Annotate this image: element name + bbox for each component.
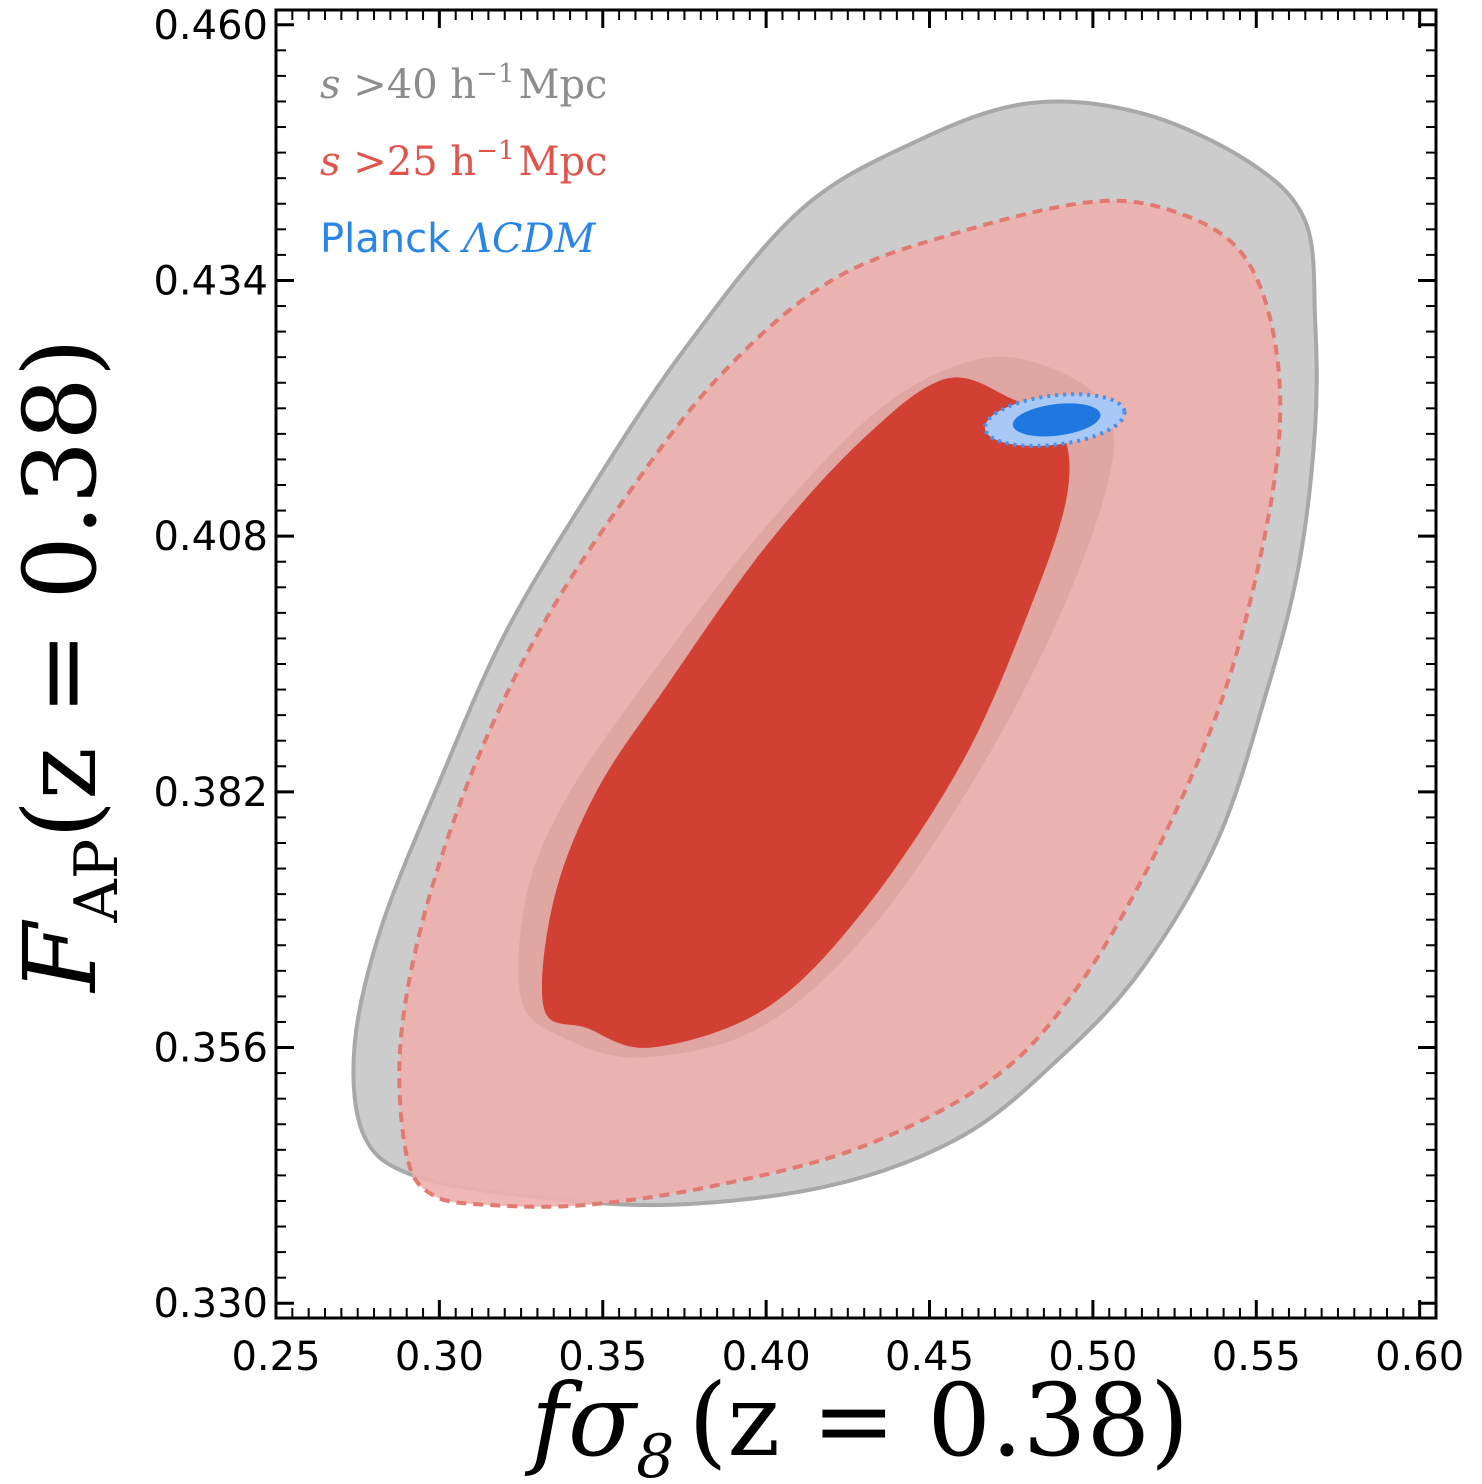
x-tick-label: 0.60 bbox=[1375, 1334, 1464, 1380]
y-tick-label: 0.382 bbox=[153, 770, 268, 816]
legend-entry-s40: s >40 h−1 Mpc bbox=[320, 59, 607, 108]
contour-planck-68 bbox=[1012, 403, 1101, 437]
y-axis-title: FAP(z = 0.38) bbox=[2, 338, 132, 994]
y-tick-label: 0.460 bbox=[153, 3, 268, 49]
x-tick-label: 0.25 bbox=[231, 1334, 320, 1380]
y-tick-label: 0.434 bbox=[153, 258, 268, 304]
x-tick-label: 0.45 bbox=[885, 1334, 974, 1380]
legend-entry-s25: s >25 h−1 Mpc bbox=[320, 136, 607, 185]
legend-entry-planck: Planck ΛCDM bbox=[320, 216, 597, 262]
contour-s25-68 bbox=[541, 377, 1070, 1048]
x-tick-label: 0.35 bbox=[558, 1334, 647, 1380]
x-tick-label: 0.40 bbox=[722, 1334, 811, 1380]
legend: s >40 h−1 Mpc s >25 h−1 Mpc Planck ΛCDM bbox=[320, 59, 607, 262]
contour-layer bbox=[351, 99, 1319, 1209]
ticks-layer: 0.25 0.30 0.35 0.40 0.45 0.50 0.55 0.60 0.330 0.3… bbox=[153, 3, 1464, 1380]
x-tick-label: 0.50 bbox=[1048, 1334, 1137, 1380]
y-tick-label: 0.356 bbox=[153, 1026, 268, 1072]
y-tick-label: 0.408 bbox=[153, 514, 268, 560]
x-axis-title: fσ8 (z = 0.38) bbox=[524, 1362, 1189, 1484]
x-tick-label: 0.30 bbox=[395, 1334, 484, 1380]
y-tick-label: 0.330 bbox=[153, 1281, 268, 1327]
x-tick-label: 0.55 bbox=[1212, 1334, 1301, 1380]
